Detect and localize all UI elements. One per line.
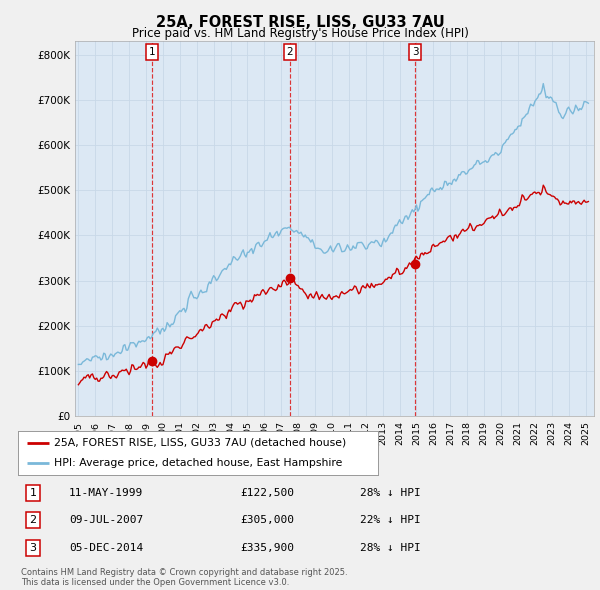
Text: Contains HM Land Registry data © Crown copyright and database right 2025.
This d: Contains HM Land Registry data © Crown c… [21, 568, 347, 587]
Text: 25A, FOREST RISE, LISS, GU33 7AU: 25A, FOREST RISE, LISS, GU33 7AU [155, 15, 445, 30]
Text: 25A, FOREST RISE, LISS, GU33 7AU (detached house): 25A, FOREST RISE, LISS, GU33 7AU (detach… [54, 438, 346, 448]
Text: 09-JUL-2007: 09-JUL-2007 [69, 516, 143, 525]
Text: Price paid vs. HM Land Registry's House Price Index (HPI): Price paid vs. HM Land Registry's House … [131, 27, 469, 40]
Text: £335,900: £335,900 [240, 543, 294, 553]
Text: 1: 1 [149, 47, 155, 57]
Text: £122,500: £122,500 [240, 488, 294, 497]
Text: 28% ↓ HPI: 28% ↓ HPI [360, 488, 421, 497]
Text: 2: 2 [29, 516, 37, 525]
Text: 3: 3 [29, 543, 37, 553]
Text: £305,000: £305,000 [240, 516, 294, 525]
Text: 28% ↓ HPI: 28% ↓ HPI [360, 543, 421, 553]
Text: 3: 3 [412, 47, 418, 57]
Text: 2: 2 [287, 47, 293, 57]
Text: HPI: Average price, detached house, East Hampshire: HPI: Average price, detached house, East… [54, 458, 343, 468]
Text: 05-DEC-2014: 05-DEC-2014 [69, 543, 143, 553]
Text: 22% ↓ HPI: 22% ↓ HPI [360, 516, 421, 525]
Text: 1: 1 [29, 488, 37, 497]
Text: 11-MAY-1999: 11-MAY-1999 [69, 488, 143, 497]
